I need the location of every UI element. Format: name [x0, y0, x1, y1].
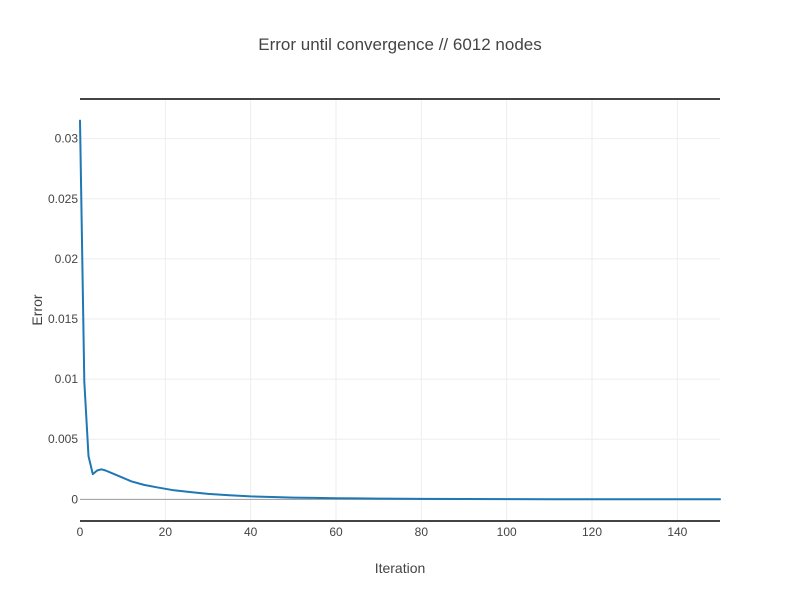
x-tick-label: 0 — [77, 525, 84, 539]
y-gridlines — [80, 138, 720, 440]
y-tick-label: 0.005 — [48, 432, 78, 446]
x-tick-labels: 0 20 40 60 80 100 120 140 — [77, 525, 688, 539]
x-tick-label: 80 — [415, 525, 429, 539]
y-tick-label: 0.015 — [48, 312, 78, 326]
x-tick-label: 20 — [159, 525, 173, 539]
x-gridlines — [164, 99, 678, 521]
y-tick-label: 0 — [71, 492, 78, 506]
y-tick-label: 0.03 — [55, 132, 79, 146]
y-axis-label: Error — [29, 294, 45, 325]
y-tick-label: 0.025 — [48, 192, 78, 206]
x-tick-label: 140 — [667, 525, 687, 539]
x-tick-label: 40 — [244, 525, 258, 539]
error-series-line — [79, 119, 721, 501]
x-axis-label: Iteration — [375, 560, 426, 576]
y-tick-label: 0.01 — [55, 372, 79, 386]
chart-title: Error until convergence // 6012 nodes — [258, 35, 542, 54]
x-tick-label: 120 — [582, 525, 602, 539]
y-tick-label: 0.02 — [55, 252, 79, 266]
x-tick-label: 100 — [497, 525, 517, 539]
x-tick-label: 60 — [329, 525, 343, 539]
y-tick-labels: 0 0.005 0.01 0.015 0.02 0.025 0.03 — [48, 132, 78, 507]
